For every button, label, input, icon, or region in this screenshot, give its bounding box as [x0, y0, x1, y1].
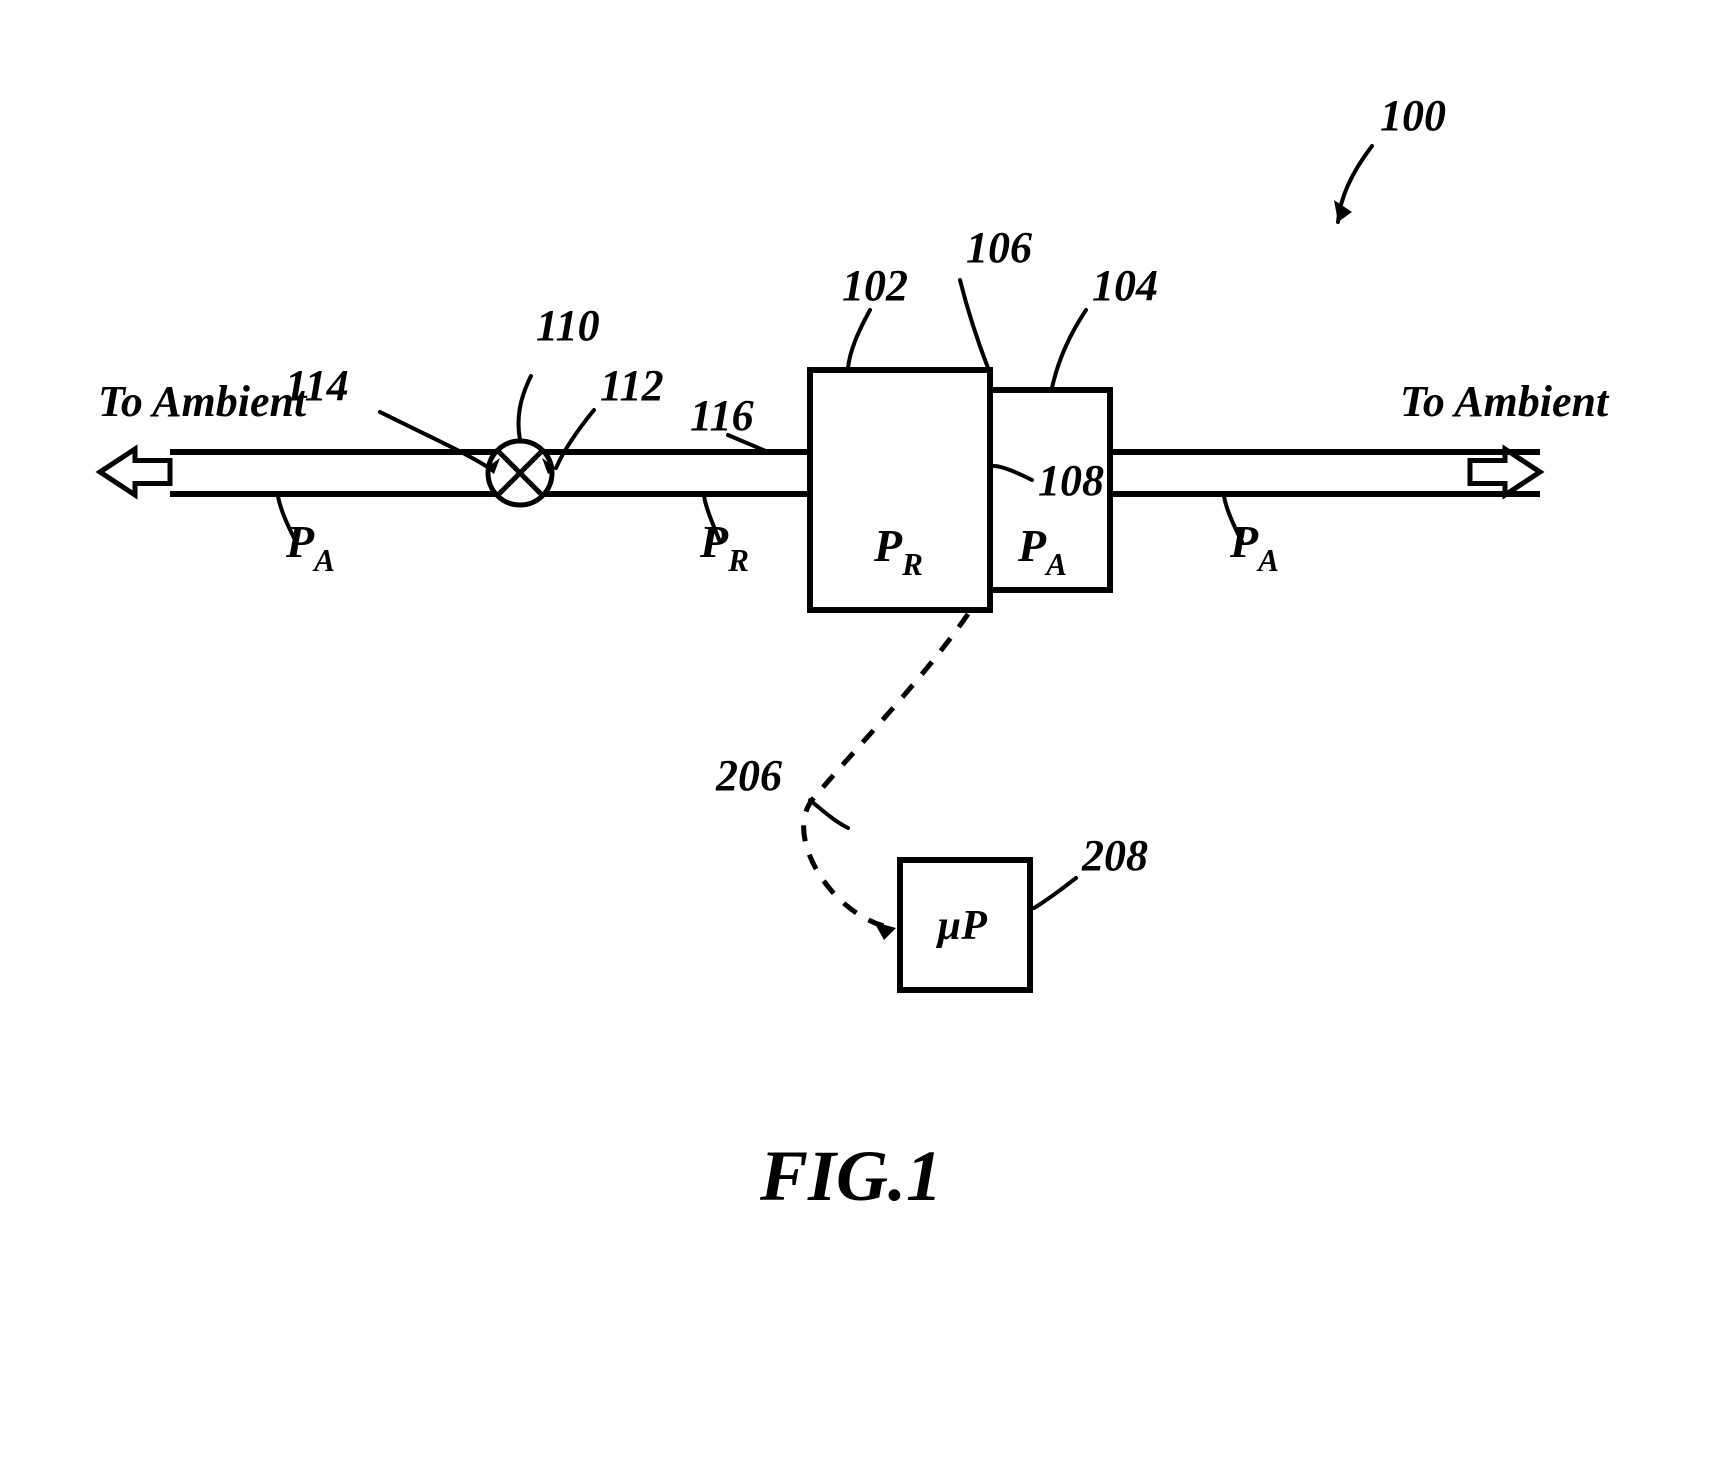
ref-102: 102	[842, 260, 908, 311]
ref-106: 106	[966, 222, 1032, 273]
pressure-PA-right: PA	[1230, 515, 1279, 575]
pressure-PR-mid: PR	[700, 515, 749, 575]
pressure-PR-box: PR	[874, 519, 923, 579]
to-ambient-left-label: To Ambient	[98, 376, 306, 427]
ref-100: 100	[1380, 90, 1446, 141]
ref-208: 208	[1082, 830, 1148, 881]
ref-114: 114	[285, 360, 349, 411]
ambient-arrow-left	[100, 449, 170, 495]
ambient-arrow-right	[1470, 449, 1540, 495]
processor-label: µP	[937, 902, 987, 950]
ref-108: 108	[1038, 455, 1104, 506]
ref-110: 110	[536, 300, 600, 351]
pressure-PA-box: PA	[1018, 519, 1067, 579]
diagram-canvas	[0, 0, 1723, 1472]
to-ambient-right-label: To Ambient	[1400, 376, 1608, 427]
signal-arrowhead	[874, 922, 896, 940]
ref-206: 206	[716, 750, 782, 801]
pressure-PA-left: PA	[286, 515, 335, 575]
valve-symbol	[488, 441, 552, 505]
figure-title: FIG.1	[760, 1135, 942, 1218]
ref-116: 116	[690, 390, 754, 441]
ref-104: 104	[1092, 260, 1158, 311]
ref-112: 112	[600, 360, 664, 411]
